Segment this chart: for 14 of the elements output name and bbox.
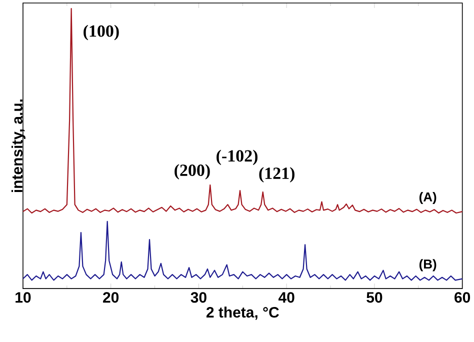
x-axis-title: 2 theta, °C [206,306,279,320]
annotation: (200) [174,164,210,180]
series-label: (A) [419,192,436,204]
x-tick-label: 20 [103,292,119,303]
annotation: (100) [84,25,119,41]
series-label: (B) [419,259,436,272]
x-tick-label: 40 [278,292,294,303]
x-tick-label: 50 [366,292,382,303]
x-tick-label: 30 [190,292,206,303]
x-tick-label: 10 [16,292,31,303]
annotation: (-102) [216,150,258,166]
y-axis-title: intensity, a.u. [11,100,26,192]
x-tick-label: 60 [454,292,470,303]
annotation: (121) [259,167,294,183]
